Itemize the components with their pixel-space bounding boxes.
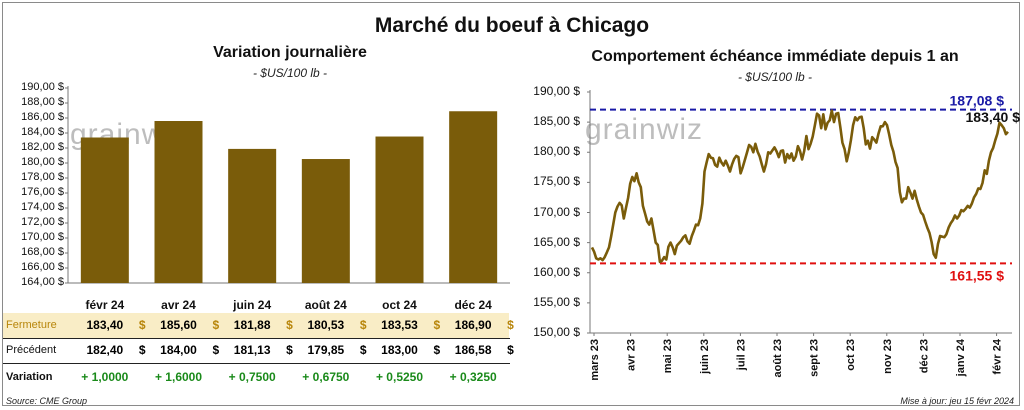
table-cell: 182,40: [86, 343, 124, 357]
right-x-tick-label: mars 23: [589, 339, 601, 381]
right-y-tick-label: 155,00 $: [533, 294, 580, 309]
right-x-tick-label: déc 23: [918, 339, 930, 373]
bar: [154, 121, 203, 283]
right-x-tick-label: févr 24: [992, 338, 1004, 374]
left-y-tick-label: 166,00 $: [21, 261, 64, 273]
left-y-tick-label: 186,00 $: [21, 111, 64, 123]
left-x-category-label: oct 24: [382, 298, 417, 312]
right-x-tick-label: sept 23: [809, 339, 821, 377]
page-title: Marché du boeuf à Chicago: [374, 14, 650, 37]
table-cell-unit: $: [138, 343, 146, 357]
right-x-tick-label: janv 24: [955, 338, 967, 377]
table-cell: 183,00: [381, 343, 418, 357]
bar: [301, 159, 350, 283]
reference-line-label: 161,55 $: [950, 267, 1005, 283]
table-cell-unit: $: [286, 318, 293, 332]
table-cell: 181,88: [233, 318, 271, 332]
left-chart-subtitle: - $US/100 lb -: [252, 66, 328, 80]
table-cell: + 0,6750: [302, 370, 350, 384]
table-cell: 185,60: [160, 318, 197, 332]
left-x-category-label: déc 24: [454, 298, 492, 312]
bar: [228, 148, 277, 283]
left-y-tick-label: 168,00 $: [21, 246, 64, 258]
left-y-tick-label: 182,00 $: [21, 141, 64, 153]
table-row-label: Variation: [6, 371, 53, 383]
bar: [375, 136, 424, 283]
right-y-tick-label: 185,00 $: [533, 114, 580, 129]
table-cell: 186,90: [454, 318, 492, 332]
right-y-tick-label: 160,00 $: [533, 264, 580, 279]
table-cell: + 1,0000: [81, 370, 129, 384]
left-y-tick-label: 172,00 $: [21, 216, 64, 228]
left-y-tick-label: 176,00 $: [21, 186, 64, 198]
table-cell-unit: $: [507, 343, 514, 357]
right-chart-title: Comportement échéance immédiate depuis 1…: [591, 48, 959, 65]
table-cell: 183,40: [86, 318, 124, 332]
table-cell-unit: $: [359, 343, 367, 357]
table-cell-unit: $: [212, 343, 220, 357]
right-y-tick-label: 190,00 $: [533, 84, 580, 98]
right-x-tick-label: août 23: [772, 339, 784, 378]
bar: [449, 111, 498, 283]
table-cell: 184,00: [160, 343, 197, 357]
last-value-label: 183,40 $: [966, 109, 1021, 125]
reference-line-label: 187,08 $: [950, 93, 1005, 109]
highlight-row-bg: [3, 313, 509, 338]
source-note: Source: CME Group: [6, 396, 88, 406]
right-y-tick-label: 150,00 $: [533, 325, 580, 339]
left-x-category-label: juin 24: [233, 298, 272, 312]
table-cell-unit: $: [359, 318, 367, 332]
table-cell: + 0,5250: [375, 370, 424, 384]
right-chart-subtitle: - $US/100 lb -: [737, 70, 813, 84]
right-y-tick-label: 180,00 $: [533, 144, 580, 159]
table-cell: 183,53: [381, 318, 418, 332]
table-cell: 186,58: [454, 343, 492, 357]
table-cell: + 1,6000: [154, 370, 203, 384]
left-x-category-label: févr 24: [85, 298, 125, 312]
right-y-tick-label: 165,00 $: [533, 234, 580, 249]
update-note: Mise à jour: jeu 15 févr 2024: [900, 396, 1014, 406]
left-y-tick-label: 178,00 $: [21, 171, 64, 183]
right-x-tick-label: juin 23: [699, 339, 711, 375]
table-cell-unit: $: [212, 318, 220, 332]
left-y-tick-label: 188,00 $: [21, 96, 64, 108]
right-y-tick-label: 170,00 $: [533, 204, 580, 219]
right-x-tick-label: oct 23: [845, 339, 857, 371]
left-y-tick-label: 174,00 $: [21, 201, 64, 213]
right-x-tick-label: juil 23: [735, 339, 747, 371]
frame: [2, 2, 1020, 406]
right-watermark: grainwiz: [585, 113, 704, 146]
table-cell-unit: $: [138, 318, 146, 332]
table-cell-unit: $: [433, 343, 441, 357]
table-row-label: Fermeture: [6, 319, 57, 331]
left-y-tick-label: 170,00 $: [21, 231, 64, 243]
table-row-label: Précédent: [6, 344, 57, 356]
left-chart-title: Variation journalière: [213, 44, 367, 61]
left-y-tick-label: 190,00 $: [21, 81, 64, 93]
table-cell: + 0,7500: [228, 370, 276, 384]
table-cell-unit: $: [433, 318, 441, 332]
left-y-tick-label: 180,00 $: [21, 156, 64, 168]
right-x-tick-label: avr 23: [626, 339, 638, 371]
left-y-tick-label: 184,00 $: [21, 126, 64, 138]
table-cell: 179,85: [307, 343, 345, 357]
price-series-line: [590, 109, 1009, 264]
table-cell: 181,13: [233, 343, 271, 357]
table-cell-unit: $: [286, 343, 293, 357]
right-x-tick-label: mai 23: [662, 339, 674, 373]
right-y-tick-label: 175,00 $: [533, 174, 580, 189]
right-x-tick-label: nov 23: [882, 339, 894, 374]
left-x-category-label: août 24: [304, 298, 347, 312]
table-cell: + 0,3250: [449, 370, 497, 384]
left-y-tick-label: 164,00 $: [21, 276, 64, 288]
table-cell-unit: $: [507, 318, 514, 332]
bar: [80, 137, 129, 283]
table-cell: 180,53: [307, 318, 345, 332]
left-x-category-label: avr 24: [161, 298, 196, 312]
